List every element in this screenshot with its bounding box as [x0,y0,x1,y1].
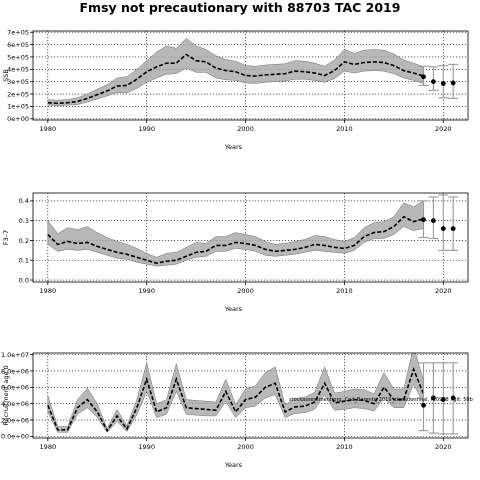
y-tick-label: 0.1 [19,257,29,265]
estimate-line [47,367,425,433]
projection-point [450,80,456,86]
projection-point [430,218,436,224]
axes-frame [32,192,469,283]
projection-point [440,397,446,402]
x-tick-label: 1990 [138,287,155,295]
projection-point [430,79,436,85]
plot-area [33,353,468,438]
y-tick-label: 1e+05 [7,103,29,111]
x-tick-label: 2000 [237,125,254,133]
figure-title: Fmsy not precautionary with 88703 TAC 20… [80,0,401,15]
x-tick-label: 2020 [435,443,452,451]
projection-point [450,226,456,232]
estimate-line [47,215,424,265]
projection-point [430,395,436,401]
x-tick-label: 1980 [40,287,57,295]
fishing-mortality-panel: 1980 1990 2000 2010 2020 0.0 0.1 0.2 0.3 0.4 Years… [2,192,469,313]
y-tick-label: 6e+05 [7,41,29,49]
y-axis-label: F3–7 [2,230,10,245]
x-axis-label: Years [224,143,243,151]
plot-area [33,193,468,282]
recruitment-panel: 1980 1990 2000 2010 2020 0.0e+00 2.0e+06 4.0e+0… [1,351,473,469]
x-tick-label: 1980 [40,443,57,451]
y-axis-label: Recruitment age 0 [2,365,10,425]
ssb-panel: 1980 1990 2000 2010 2020 0e+00 1e+05 2e+05 3e+05… [2,29,469,151]
axes-frame [32,352,469,439]
x-axis-label: Years [224,461,243,469]
x-axis-label: Years [224,305,243,313]
y-tick-label: 0.0e+00 [1,433,29,441]
x-tick-label: 2010 [336,443,353,451]
projection-point [440,81,446,86]
projection-point [421,217,426,223]
axes-frame [32,30,469,121]
y-axis-label: SSB [2,69,10,82]
y-tick-label: 2e+05 [7,90,29,98]
x-tick-label: 1990 [138,443,155,451]
plot-area [33,31,468,120]
x-tick-label: 2000 [237,443,254,451]
x-tick-label: 2020 [435,287,452,295]
y-tick-label: 2.0e+06 [1,416,29,424]
y-tick-label: 7e+05 [7,29,29,37]
x-tick-label: 2010 [336,287,353,295]
projection-point [440,226,446,232]
projection-point [421,74,426,80]
x-tick-label: 2010 [336,125,353,133]
y-tick-label: 8.0e+06 [1,367,29,375]
y-tick-label: 6.0e+06 [1,384,29,392]
projection-point [450,395,456,401]
y-tick-label: 0.2 [19,237,29,245]
y-tick-label: 0.0 [19,276,29,284]
source-annotation: stockassessment.org, Cod_Barents_2019_cl… [289,397,473,403]
x-tick-label: 1980 [40,125,57,133]
y-tick-label: 1.0e+07 [1,351,29,359]
x-tick-label: 2020 [435,125,452,133]
x-tick-label: 1990 [138,125,155,133]
x-tick-label: 2000 [237,287,254,295]
estimate-line [47,53,424,105]
y-tick-label: 0.4 [19,197,29,205]
y-tick-label: 3e+05 [7,78,29,86]
y-tick-label: 0.3 [19,217,29,225]
y-tick-label: 5e+05 [7,53,29,61]
y-tick-label: 4.0e+06 [1,400,29,408]
y-tick-label: 0e+00 [7,115,29,123]
projection-point [421,402,426,408]
y-tick-label: 4e+05 [7,66,29,74]
